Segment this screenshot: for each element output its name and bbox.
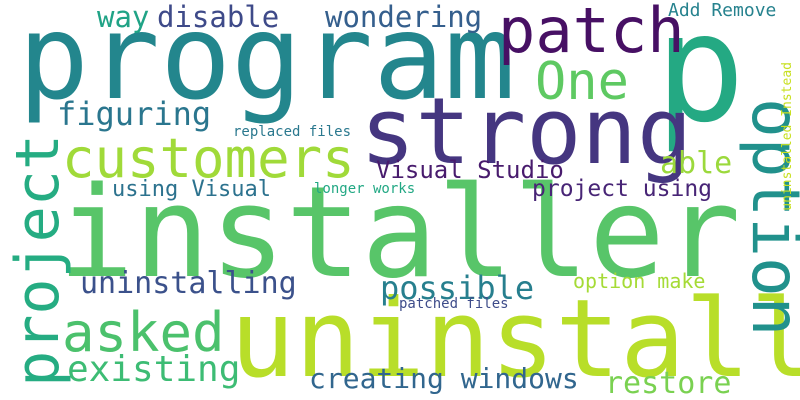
word-project-using: project using bbox=[532, 178, 712, 201]
word-using-visual: using Visual bbox=[112, 179, 271, 201]
word-restore: restore bbox=[605, 369, 731, 399]
word-longer-works: longer works bbox=[314, 182, 415, 196]
word-way: way bbox=[97, 3, 149, 32]
word-add-remove: Add Remove bbox=[668, 2, 776, 20]
word-patched-files: patched files bbox=[399, 297, 509, 311]
word-one: One bbox=[535, 56, 629, 108]
word-disable: disable bbox=[157, 3, 279, 32]
word-replaced-files: replaced files bbox=[233, 125, 351, 139]
word-creating-windows: creating windows bbox=[309, 365, 579, 393]
word-option-make: option make bbox=[573, 271, 705, 291]
word-existing: existing bbox=[67, 352, 240, 388]
word-project: project bbox=[8, 134, 68, 387]
word-uninstalling: uninstalling bbox=[80, 269, 297, 299]
word-able: able bbox=[660, 149, 732, 179]
word-figuring: figuring bbox=[57, 98, 211, 130]
word-wondering: wondering bbox=[325, 3, 482, 32]
word-uninstalled-instead: uninstalled Instead bbox=[781, 62, 794, 211]
